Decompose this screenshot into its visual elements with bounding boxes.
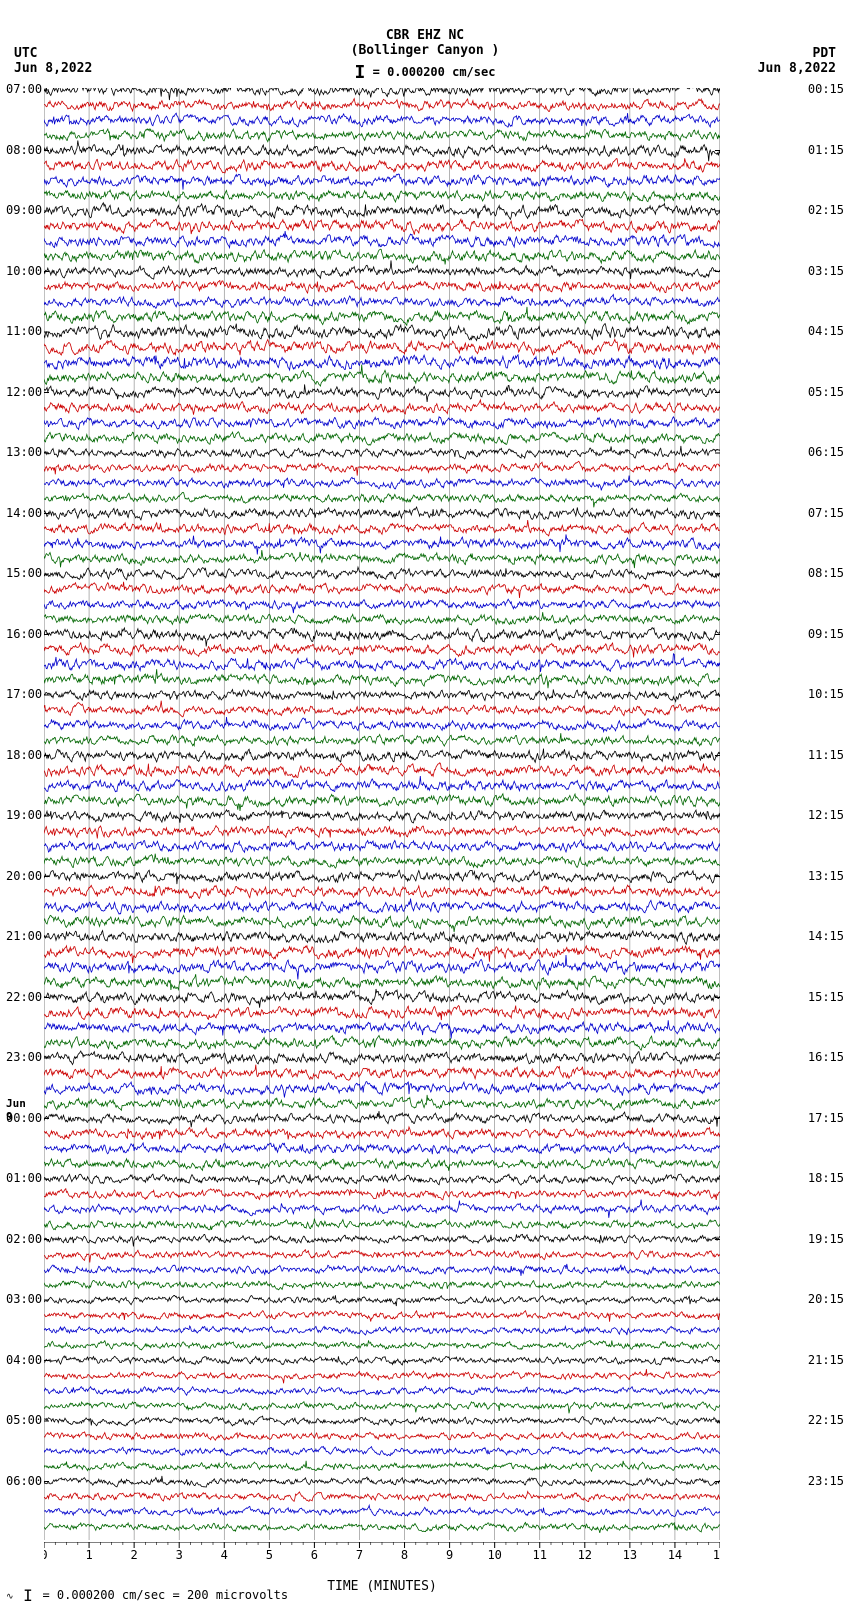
svg-text:9: 9	[446, 1548, 453, 1560]
left-time-11:00: 11:00	[6, 324, 42, 338]
right-time-09:15: 09:15	[808, 627, 844, 641]
station-label: CBR EHZ NC	[0, 28, 850, 43]
svg-text:4: 4	[221, 1548, 228, 1560]
left-time-02:00: 02:00	[6, 1232, 42, 1246]
left-time-12:00: 12:00	[6, 385, 42, 399]
x-axis-ticks: 0123456789101112131415	[44, 1542, 720, 1560]
svg-text:6: 6	[311, 1548, 318, 1560]
left-tz-label: UTC	[14, 46, 92, 61]
right-time-14:15: 14:15	[808, 929, 844, 943]
left-time-06:00: 06:00	[6, 1474, 42, 1488]
svg-text:13: 13	[623, 1548, 637, 1560]
helicorder-container: UTC Jun 8,2022 PDT Jun 8,2022 CBR EHZ NC…	[0, 0, 850, 1613]
right-time-06:15: 06:15	[808, 445, 844, 459]
left-time-15:00: 15:00	[6, 566, 42, 580]
right-time-07:15: 07:15	[808, 506, 844, 520]
right-time-04:15: 04:15	[808, 324, 844, 338]
right-time-22:15: 22:15	[808, 1413, 844, 1427]
left-date-label: Jun 8,2022	[14, 61, 92, 76]
left-time-13:00: 13:00	[6, 445, 42, 459]
right-time-10:15: 10:15	[808, 687, 844, 701]
helicorder-svg	[44, 88, 720, 1540]
right-time-02:15: 02:15	[808, 203, 844, 217]
right-time-01:15: 01:15	[808, 143, 844, 157]
svg-text:2: 2	[131, 1548, 138, 1560]
svg-text:3: 3	[176, 1548, 183, 1560]
right-time-05:15: 05:15	[808, 385, 844, 399]
left-time-09:00: 09:00	[6, 203, 42, 217]
svg-text:8: 8	[401, 1548, 408, 1560]
svg-text:11: 11	[533, 1548, 547, 1560]
svg-text:12: 12	[578, 1548, 592, 1560]
right-time-18:15: 18:15	[808, 1171, 844, 1185]
left-time-01:00: 01:00	[6, 1171, 42, 1185]
left-time-03:00: 03:00	[6, 1292, 42, 1306]
svg-text:14: 14	[668, 1548, 682, 1560]
plot-area	[44, 88, 720, 1540]
left-time-05:00: 05:00	[6, 1413, 42, 1427]
svg-text:7: 7	[356, 1548, 363, 1560]
right-time-12:15: 12:15	[808, 808, 844, 822]
left-time-20:00: 20:00	[6, 869, 42, 883]
left-time-18:00: 18:00	[6, 748, 42, 762]
right-time-17:15: 17:15	[808, 1111, 844, 1125]
right-time-03:15: 03:15	[808, 264, 844, 278]
right-time-13:15: 13:15	[808, 869, 844, 883]
left-time-19:00: 19:00	[6, 808, 42, 822]
scale-text: = 0.000200 cm/sec	[373, 65, 496, 79]
right-time-19:15: 19:15	[808, 1232, 844, 1246]
header-right: PDT Jun 8,2022	[758, 46, 836, 76]
right-time-00:15: 00:15	[808, 82, 844, 96]
left-time-22:00: 22:00	[6, 990, 42, 1004]
location-label: (Bollinger Canyon )	[0, 43, 850, 58]
footer-text: = 0.000200 cm/sec = 200 microvolts	[42, 1588, 288, 1602]
right-date-label: Jun 8,2022	[758, 61, 836, 76]
right-time-23:15: 23:15	[808, 1474, 844, 1488]
svg-text:1: 1	[85, 1548, 92, 1560]
left-time-07:00: 07:00	[6, 82, 42, 96]
left-time-17:00: 17:00	[6, 687, 42, 701]
right-time-20:15: 20:15	[808, 1292, 844, 1306]
day-marker: Jun 9	[6, 1097, 26, 1123]
left-time-16:00: 16:00	[6, 627, 42, 641]
left-time-10:00: 10:00	[6, 264, 42, 278]
svg-text:10: 10	[487, 1548, 501, 1560]
left-time-14:00: 14:00	[6, 506, 42, 520]
right-tz-label: PDT	[758, 46, 836, 61]
left-time-08:00: 08:00	[6, 143, 42, 157]
header-center: CBR EHZ NC (Bollinger Canyon ) I = 0.000…	[0, 0, 850, 83]
scale-indicator: I = 0.000200 cm/sec	[0, 62, 850, 83]
left-time-23:00: 23:00	[6, 1050, 42, 1064]
right-time-11:15: 11:15	[808, 748, 844, 762]
right-time-16:15: 16:15	[808, 1050, 844, 1064]
right-time-15:15: 15:15	[808, 990, 844, 1004]
right-time-08:15: 08:15	[808, 566, 844, 580]
footer: ∿ I = 0.000200 cm/sec = 200 microvolts	[6, 1586, 288, 1605]
svg-text:15: 15	[713, 1548, 720, 1560]
left-time-04:00: 04:00	[6, 1353, 42, 1367]
left-time-21:00: 21:00	[6, 929, 42, 943]
header-left: UTC Jun 8,2022	[14, 46, 92, 76]
svg-text:0: 0	[44, 1548, 48, 1560]
right-time-21:15: 21:15	[808, 1353, 844, 1367]
svg-text:5: 5	[266, 1548, 273, 1560]
